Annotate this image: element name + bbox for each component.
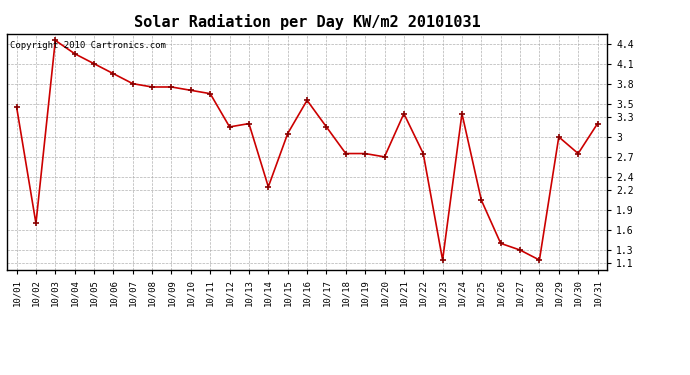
Text: Copyright 2010 Cartronics.com: Copyright 2010 Cartronics.com	[10, 41, 166, 50]
Title: Solar Radiation per Day KW/m2 20101031: Solar Radiation per Day KW/m2 20101031	[134, 14, 480, 30]
